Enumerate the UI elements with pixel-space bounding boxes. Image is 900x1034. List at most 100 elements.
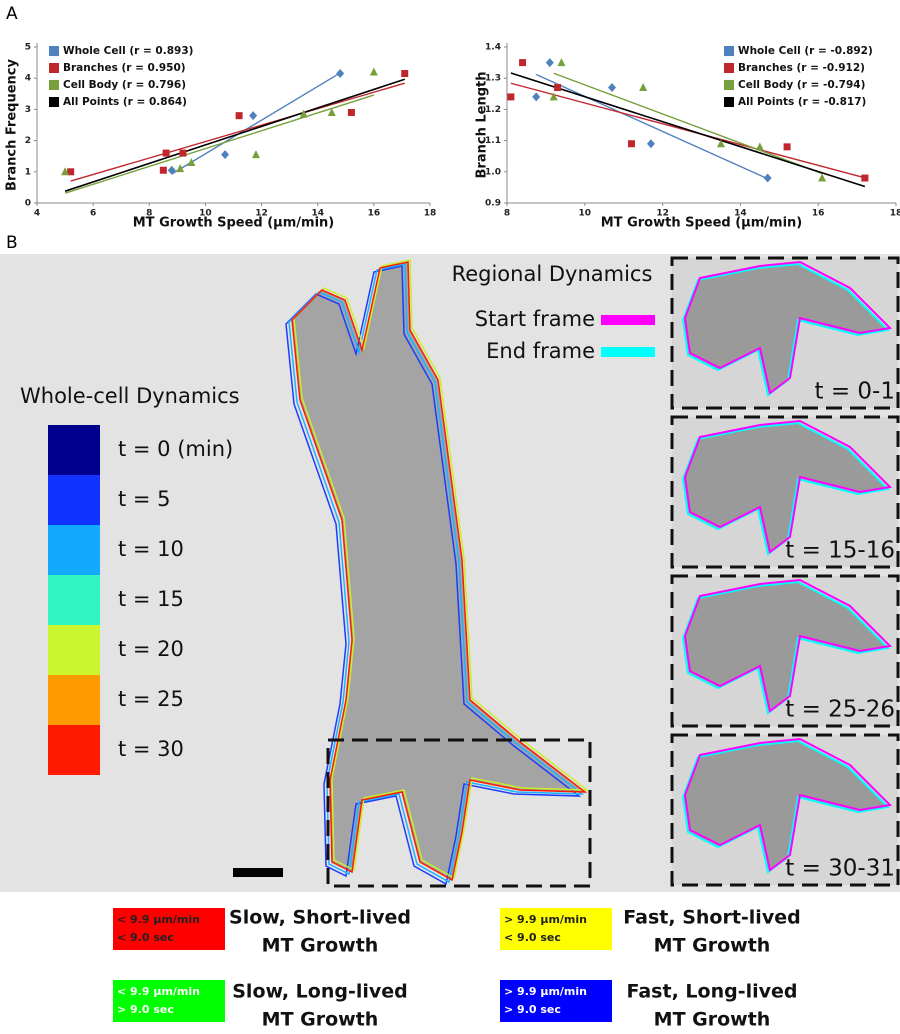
- colorbar-label: t = 15: [118, 587, 184, 611]
- legend-label: All Points (r = 0.864): [63, 96, 187, 108]
- point: [557, 58, 566, 67]
- colorbar-label: t = 5: [118, 487, 171, 511]
- legend-swatch: [724, 46, 734, 56]
- point: [61, 167, 70, 176]
- x-tick-label: 16: [368, 209, 381, 219]
- legend-text: Slow, Long-lived: [232, 981, 408, 1003]
- colorbar-swatch: [48, 475, 100, 525]
- x-tick-label: 8: [504, 209, 510, 219]
- legend-box: [113, 980, 225, 1022]
- x-tick-label: 10: [199, 209, 212, 219]
- legend-text: Fast, Long-lived: [627, 981, 798, 1003]
- point: [549, 92, 558, 101]
- y-tick-label: 1: [25, 167, 31, 177]
- point: [179, 149, 187, 157]
- legend-swatch: [49, 46, 59, 56]
- point: [639, 83, 648, 92]
- legend-speed: > 9.9 µm/min: [504, 913, 587, 926]
- inset-cell: [681, 262, 891, 397]
- legend-lifetime: > 9.0 sec: [504, 1003, 561, 1016]
- colorbar-label: t = 10: [118, 537, 184, 561]
- point: [627, 140, 635, 148]
- point: [519, 59, 527, 67]
- inset-time: t = 30-31: [785, 856, 895, 882]
- point: [532, 92, 541, 102]
- inset-time: t = 25-26: [785, 697, 895, 723]
- y-tick-label: 1.1: [485, 136, 501, 146]
- y-tick-label: 1.4: [485, 43, 501, 53]
- legend-box: [500, 980, 612, 1022]
- regional-label: Start frame: [475, 307, 595, 331]
- legend-swatch: [724, 80, 734, 90]
- x-axis-title: MT Growth Speed (µm/min): [601, 216, 802, 231]
- colorbar-swatch: [48, 725, 100, 775]
- inset-cell: [683, 260, 893, 395]
- trend-line: [510, 72, 866, 188]
- colorbar-label: t = 25: [118, 687, 184, 711]
- legend-text: Slow, Short-lived: [229, 907, 411, 929]
- point: [554, 84, 562, 92]
- point: [646, 139, 655, 149]
- y-axis-title: Branch Length: [475, 72, 490, 179]
- inset: t = 15-16: [670, 415, 900, 569]
- y-tick-label: 4: [25, 74, 31, 84]
- legend-label: Branches (r = 0.950): [63, 62, 186, 74]
- legend-text: MT Growth: [654, 1009, 771, 1031]
- y-tick-label: 1.0: [485, 167, 501, 177]
- inset-cell: [683, 419, 893, 554]
- cell-image: [233, 259, 592, 888]
- x-tick-label: 16: [812, 209, 825, 219]
- y-axis-title: Branch Frequency: [5, 59, 20, 191]
- point: [327, 108, 336, 117]
- x-tick-label: 12: [255, 209, 268, 219]
- regional-label: End frame: [486, 339, 595, 363]
- point: [299, 109, 308, 118]
- colorbar-title: Whole-cell Dynamics: [20, 384, 240, 408]
- legend-swatch: [49, 80, 59, 90]
- inset-cell: [683, 578, 893, 713]
- point: [861, 174, 869, 182]
- x-tick-label: 14: [734, 209, 747, 219]
- legend-speed: > 9.9 µm/min: [504, 985, 587, 998]
- point: [167, 165, 176, 175]
- colorbar-swatch: [48, 625, 100, 675]
- x-tick-label: 18: [890, 209, 900, 219]
- point: [187, 157, 196, 166]
- point: [347, 109, 355, 117]
- point: [176, 164, 185, 173]
- trend-line: [64, 94, 375, 194]
- y-tick-label: 3: [25, 105, 31, 115]
- y-tick-label: 5: [25, 43, 31, 53]
- legend-label: Whole Cell (r = -0.892): [738, 45, 873, 57]
- point: [67, 168, 75, 176]
- legend-lifetime: < 9.0 sec: [117, 931, 174, 944]
- y-tick-label: 1.3: [485, 74, 501, 84]
- legend-speed: < 9.9 µm/min: [117, 913, 200, 926]
- regional-swatch: [601, 315, 655, 325]
- trend-line: [64, 78, 405, 192]
- point: [783, 143, 791, 151]
- panel-label: A: [6, 4, 18, 24]
- trend-line: [535, 73, 768, 180]
- y-tick-label: 0.9: [485, 199, 501, 209]
- point: [818, 173, 827, 182]
- growth-legend: Slow, Short-lived MT Growth Fast, Short-…: [229, 907, 801, 1031]
- colorbar-label: t = 20: [118, 637, 184, 661]
- inset-time: t = 0-1: [815, 379, 895, 405]
- y-tick-label: 2: [25, 136, 31, 146]
- legend-label: Cell Body (r = -0.794): [738, 79, 865, 91]
- inset: t = 0-1: [670, 256, 900, 410]
- x-tick-label: 18: [424, 209, 437, 219]
- point: [251, 150, 260, 159]
- x-tick-label: 6: [90, 209, 96, 219]
- legend-speed: < 9.9 µm/min: [117, 985, 200, 998]
- legend-lifetime: > 9.0 sec: [117, 1003, 174, 1016]
- inset-cell: [681, 739, 891, 874]
- legend-text: MT Growth: [654, 935, 771, 957]
- point: [755, 142, 764, 151]
- inset-cell: [683, 737, 893, 872]
- x-tick-label: 12: [656, 209, 669, 219]
- legend-text: MT Growth: [262, 1009, 379, 1031]
- inset-cell: [681, 421, 891, 556]
- colorbar-swatch: [48, 675, 100, 725]
